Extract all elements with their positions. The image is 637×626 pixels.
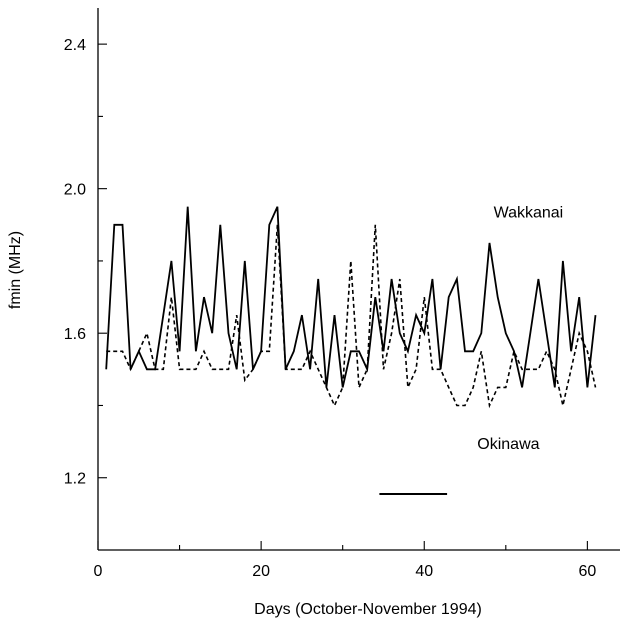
y-tick-label: 1.6	[64, 326, 86, 343]
series-line-wakkanai	[105, 206, 597, 388]
plot-area	[105, 206, 597, 409]
y-tick-label: 2.4	[64, 37, 86, 54]
annotation-wakkanai: Wakkanai	[494, 205, 564, 222]
x-axis-title: Days (October-November 1994)	[254, 601, 482, 618]
x-tick-label: 60	[578, 563, 596, 580]
annotation-okinawa: Okinawa	[477, 436, 539, 453]
x-tick-label: 20	[252, 563, 270, 580]
y-axis-title: fmin (MHz)	[7, 231, 24, 309]
y-tick-label: 1.2	[64, 471, 86, 488]
series-line-okinawa	[106, 224, 597, 409]
x-tick-label: 40	[415, 563, 433, 580]
y-tick-label: 2.0	[64, 182, 86, 199]
x-tick-label: 0	[94, 563, 103, 580]
axes: 1.2 1.6 2.0 2.4 0 20 40 60	[64, 8, 620, 580]
